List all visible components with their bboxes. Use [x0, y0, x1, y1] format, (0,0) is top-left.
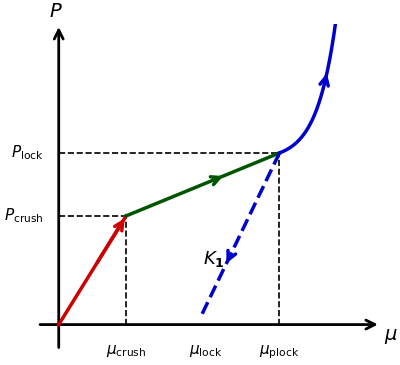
- Text: $P_{\rm crush}$: $P_{\rm crush}$: [4, 207, 44, 225]
- Text: $\mu_{\rm crush}$: $\mu_{\rm crush}$: [106, 343, 146, 359]
- Text: $\mu_{\rm lock}$: $\mu_{\rm lock}$: [189, 343, 223, 359]
- Text: $P$: $P$: [49, 2, 62, 22]
- Text: $\mu$: $\mu$: [384, 327, 398, 346]
- Text: $K_{\mathbf{1}}$: $K_{\mathbf{1}}$: [203, 249, 224, 269]
- Text: $P_{\rm lock}$: $P_{\rm lock}$: [11, 143, 44, 162]
- Text: $\mu_{\rm plock}$: $\mu_{\rm plock}$: [259, 343, 300, 361]
